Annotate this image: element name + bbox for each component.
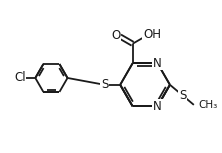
Text: OH: OH — [143, 28, 161, 41]
Text: S: S — [179, 89, 186, 102]
Text: N: N — [153, 100, 162, 113]
Text: Cl: Cl — [14, 71, 26, 84]
Text: N: N — [153, 57, 162, 70]
Text: S: S — [101, 78, 108, 91]
Text: O: O — [111, 29, 121, 42]
Text: CH₃: CH₃ — [199, 100, 218, 110]
